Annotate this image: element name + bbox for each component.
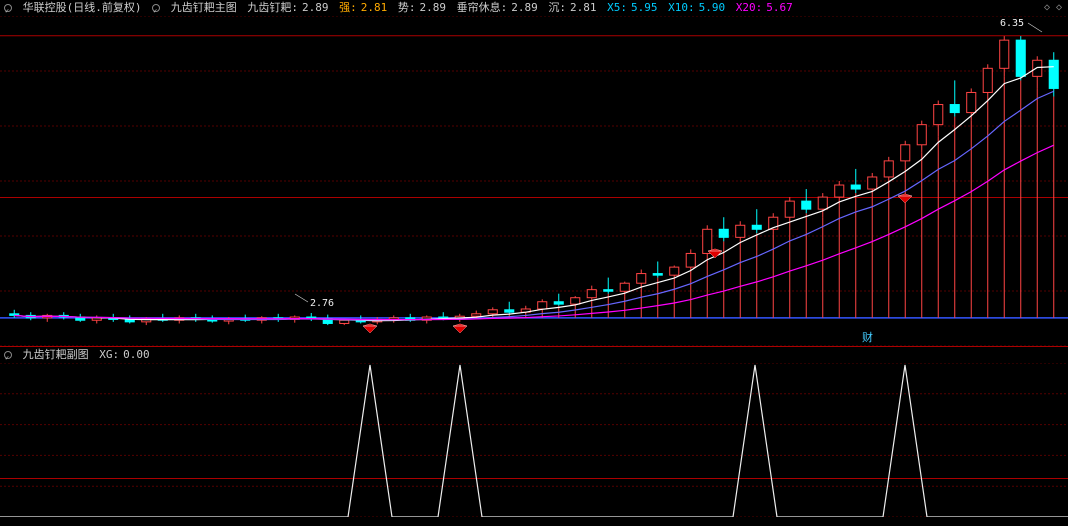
- value-label: 九齿钉耙:: [247, 1, 298, 14]
- x20-value: 5.67: [766, 1, 793, 14]
- main-chart-header: 华联控股(日线.前复权) 九齿钉耙主图 九齿钉耙: 2.89 强: 2.81 势: 2…: [0, 0, 1068, 16]
- sub-indicator-chart[interactable]: [0, 363, 1068, 517]
- sub-chart-header: 九齿钉耙副图 XG: 0.00: [0, 347, 1068, 363]
- sub-indicator-name[interactable]: 九齿钉耙副图: [23, 348, 89, 361]
- qiang-label: 强:: [339, 1, 357, 14]
- chui-value: 2.89: [511, 1, 538, 14]
- chen-value: 2.81: [570, 1, 597, 14]
- x5-label: X5:: [607, 1, 627, 14]
- stock-name[interactable]: 华联控股(日线.前复权): [23, 1, 142, 14]
- chui-label: 垂帘休息:: [457, 1, 508, 14]
- x10-value: 5.90: [699, 1, 726, 14]
- sub-chart-panel: 九齿钉耙副图 XG: 0.00: [0, 346, 1068, 526]
- xg-label: XG:: [99, 348, 119, 361]
- indicator-name[interactable]: 九齿钉耙主图: [171, 1, 237, 14]
- nav-diamond-icon[interactable]: ◇: [1044, 2, 1050, 13]
- svg-text:财: 财: [862, 330, 873, 344]
- main-chart-panel: 华联控股(日线.前复权) 九齿钉耙主图 九齿钉耙: 2.89 强: 2.81 势: 2…: [0, 0, 1068, 346]
- x20-label: X20:: [736, 1, 763, 14]
- x10-label: X10:: [668, 1, 695, 14]
- x5-value: 5.95: [631, 1, 658, 14]
- nav-diamond-icon[interactable]: ◇: [1056, 2, 1062, 13]
- svg-text:2.76: 2.76: [310, 298, 334, 309]
- chen-label: 沉:: [548, 1, 566, 14]
- shi-value: 2.89: [420, 1, 447, 14]
- qiang-value: 2.81: [361, 1, 388, 14]
- svg-text:6.35: 6.35: [1000, 18, 1024, 29]
- xg-value: 0.00: [123, 348, 150, 361]
- shi-label: 势:: [398, 1, 416, 14]
- bullet-icon: [152, 4, 160, 12]
- main-candlestick-chart[interactable]: 2.76 6.35 财: [0, 16, 1068, 346]
- bullet-icon: [4, 4, 12, 12]
- bullet-icon: [4, 351, 12, 359]
- value: 2.89: [302, 1, 329, 14]
